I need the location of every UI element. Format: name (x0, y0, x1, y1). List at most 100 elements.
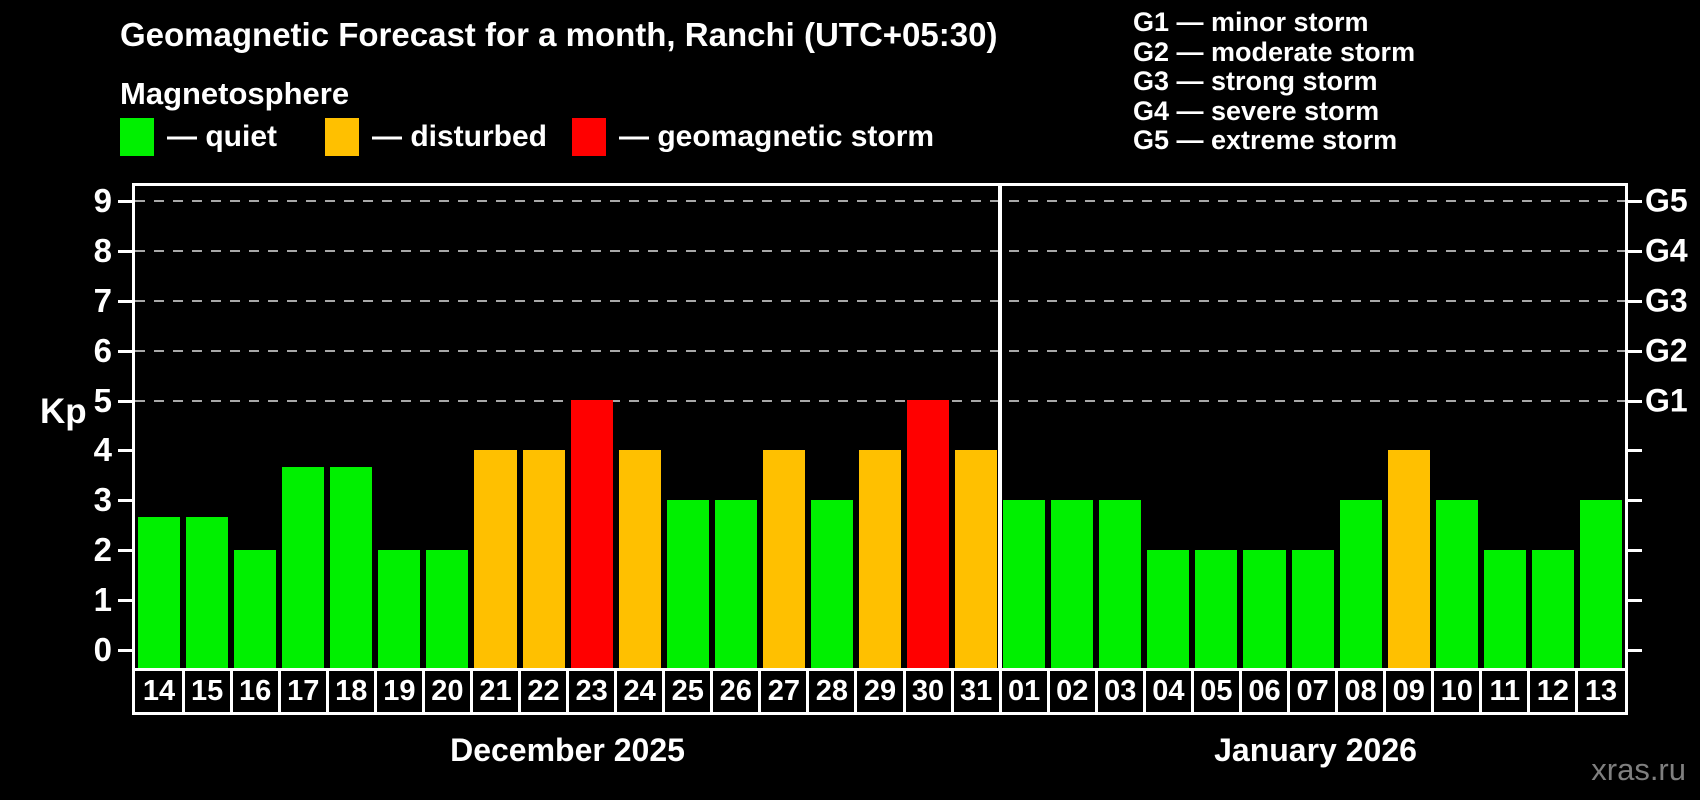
day-separator (421, 671, 425, 712)
day-label-21: 21 (479, 675, 512, 707)
day-separator (1479, 671, 1483, 712)
day-label-08: 08 (1344, 675, 1377, 707)
bar-day-16 (234, 550, 277, 668)
g-axis-label-g4: G4 (1645, 232, 1688, 269)
y-axis-label-4: 4 (93, 431, 112, 469)
day-label-15: 15 (190, 675, 224, 707)
day-separator (1431, 671, 1435, 712)
y-axis-title: Kp (40, 392, 87, 431)
day-separator (277, 671, 281, 712)
bar-day-09 (1387, 450, 1430, 668)
g3-legend-line: G3 — strong storm (1133, 66, 1378, 96)
bar-day-25 (666, 500, 709, 668)
day-label-26: 26 (719, 675, 752, 707)
day-label-06: 06 (1248, 675, 1281, 707)
g-scale-legend: G1 — minor storm G2 — moderate storm G3 … (1133, 7, 1416, 156)
day-separator (1046, 671, 1050, 712)
quiet-color-swatch (120, 118, 154, 156)
bar-day-28 (810, 500, 853, 668)
day-label-18: 18 (335, 675, 368, 707)
legend-item-quiet: — quiet (120, 116, 277, 158)
bar-day-21 (474, 450, 517, 668)
legend-label-disturbed: — disturbed (372, 120, 548, 153)
day-label-29: 29 (863, 675, 897, 707)
right-axis-tick-1 (1628, 599, 1642, 603)
bar-day-30 (907, 400, 950, 668)
gridline-kp6 (135, 349, 1625, 352)
left-axis-tick-6 (118, 349, 132, 353)
bar-day-14 (138, 517, 181, 668)
bar-day-20 (426, 550, 469, 668)
chart-title: Geomagnetic Forecast for a month, Ranchi… (120, 16, 998, 53)
day-separator (1287, 671, 1291, 712)
day-separator (902, 671, 906, 712)
legend-label-quiet: — quiet (167, 120, 277, 153)
bar-day-12 (1531, 550, 1574, 668)
g4-legend-line: G4 — severe storm (1133, 95, 1380, 126)
right-axis-tick-9 (1628, 199, 1642, 203)
day-label-14: 14 (142, 675, 176, 707)
day-label-17: 17 (287, 675, 320, 707)
g5-legend-line: G5 — extreme storm (1133, 125, 1398, 155)
disturbed-color-swatch (325, 118, 359, 156)
day-separator (758, 671, 762, 712)
day-separator (229, 671, 233, 712)
day-label-25: 25 (671, 675, 704, 707)
day-label-11: 11 (1489, 675, 1521, 707)
left-axis-tick-0 (118, 649, 132, 652)
day-separator (181, 671, 185, 712)
left-axis-tick-1 (118, 599, 132, 603)
month-label-december: December 2025 (450, 732, 685, 768)
left-axis-tick-8 (118, 249, 132, 253)
y-axis-label-0: 0 (93, 631, 112, 668)
day-label-27: 27 (767, 675, 800, 707)
storm-color-swatch (572, 118, 606, 156)
day-label-03: 03 (1104, 675, 1137, 707)
y-axis-label-1: 1 (93, 581, 112, 619)
y-axis-label-9: 9 (93, 181, 112, 219)
bar-day-22 (522, 450, 565, 668)
right-axis-tick-2 (1628, 549, 1642, 553)
bar-day-31 (955, 450, 998, 668)
bar-day-05 (1195, 550, 1238, 668)
y-axis-label-7: 7 (93, 281, 112, 319)
day-label-20: 20 (431, 675, 464, 707)
g-axis-label-g3: G3 (1645, 282, 1688, 319)
bar-day-18 (330, 467, 373, 668)
bar-day-07 (1291, 550, 1334, 668)
right-axis-tick-4 (1628, 449, 1642, 453)
month-divider (998, 186, 1003, 668)
bar-day-06 (1243, 550, 1286, 668)
left-axis-tick-5 (118, 399, 132, 403)
bar-day-29 (858, 450, 902, 668)
bar-day-02 (1051, 500, 1094, 668)
bar-day-03 (1099, 500, 1142, 668)
day-separator (710, 671, 714, 712)
day-label-05: 05 (1200, 675, 1233, 707)
day-separator (1575, 671, 1579, 712)
g-axis-label-g1: G1 (1645, 382, 1688, 418)
day-label-31: 31 (959, 675, 993, 707)
legend-item-storm: — geomagnetic storm (572, 116, 934, 158)
left-axis-tick-4 (118, 449, 132, 453)
g1-legend-line: G1 — minor storm (1133, 7, 1369, 37)
day-separator (325, 671, 329, 712)
right-axis-tick-3 (1628, 499, 1642, 503)
day-label-28: 28 (815, 675, 849, 707)
day-separator (950, 671, 954, 712)
day-label-22: 22 (527, 675, 560, 707)
day-separator (469, 671, 473, 712)
bar-day-24 (618, 450, 661, 668)
day-separator (1190, 671, 1194, 712)
day-separator (1142, 671, 1146, 712)
magnetosphere-label: Magnetosphere (120, 76, 350, 111)
right-axis-tick-5 (1628, 399, 1642, 403)
day-label-10: 10 (1440, 675, 1473, 707)
g2-legend-line: G2 — moderate storm (1133, 36, 1416, 67)
gridline-kp5 (135, 399, 1625, 402)
day-separator (1094, 671, 1098, 712)
y-axis-label-2: 2 (93, 531, 112, 569)
bar-day-11 (1483, 550, 1526, 668)
day-label-19: 19 (383, 675, 416, 707)
day-separator (806, 671, 810, 712)
